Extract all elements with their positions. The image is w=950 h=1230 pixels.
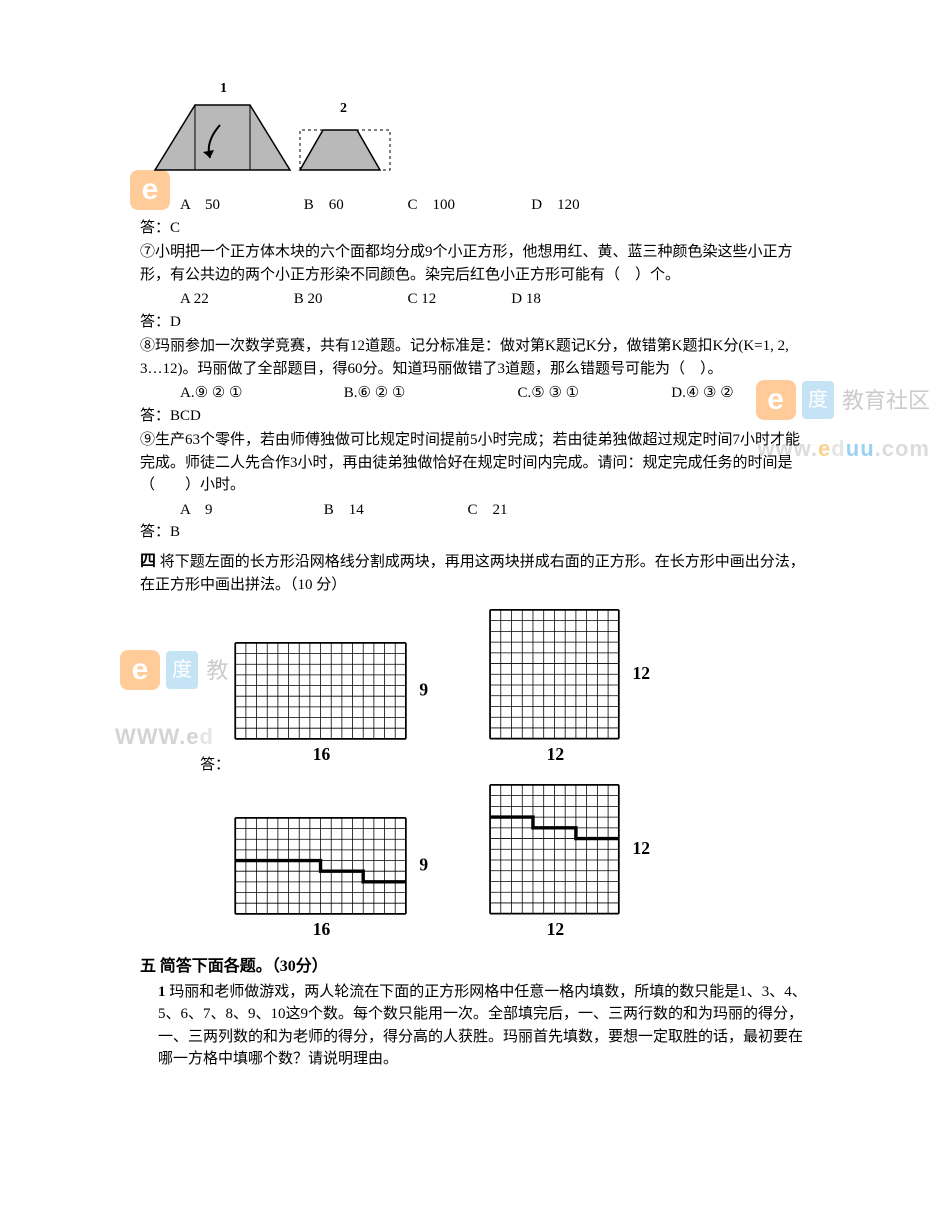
trapezoid-diagram: 1 2 [140,80,420,190]
sec4-row2: 9 16 12 12 [230,781,810,941]
sec5-q1: 1 玛丽和老师做游戏，两人轮流在下面的正方形网格中任意一格内填数，所填的数只能是… [140,981,810,1071]
q9-options: A 9 B 14 C 21 [140,499,810,522]
svg-text:12: 12 [632,663,650,683]
q7-num: ⑦ [140,244,155,260]
sec4-text: 将下题左面的长方形沿网格线分割成两块，再用这两块拼成右面的正方形。在长方形中画出… [140,554,805,593]
q6-opt-a: A 50 [180,194,300,217]
q9-answer: 答：B [140,521,810,544]
q7-opt-d: D 18 [511,288,611,311]
svg-text:12: 12 [547,744,565,764]
q6-opt-d: D 120 [531,194,631,217]
q7: ⑦小明把一个正方体木块的六个面都均分成9个小正方形，他想用红、黄、蓝三种颜色染这… [140,241,810,286]
q9-opt-a: A 9 [180,499,320,522]
svg-text:1: 1 [220,81,227,96]
sec5-q1-text: 玛丽和老师做游戏，两人轮流在下面的正方形网格中任意一格内填数，所填的数只能是1、… [158,984,807,1068]
q6-answer: 答：C [140,217,810,240]
svg-text:16: 16 [313,744,331,764]
sec4-row1: 9 16 12 12 [230,606,810,766]
sec4-grid1: 9 16 [230,639,446,766]
q7-opt-c: C 12 [408,288,508,311]
q6-figure: 1 2 [140,80,810,190]
svg-text:9: 9 [419,680,428,700]
q8: ⑧玛丽参加一次数学竞赛，共有12道题。记分标准是：做对第K题记K分，做错第K题扣… [140,335,810,380]
svg-text:12: 12 [547,919,565,939]
svg-text:2: 2 [340,101,347,116]
q9-opt-b: B 14 [324,499,464,522]
q8-answer: 答：BCD [140,405,810,428]
sec5-header: 五 简答下面各题。（30分） [140,955,810,979]
q8-num: ⑧ [140,338,155,354]
q8-options: A.⑨ ② ① B.⑥ ② ① C.⑤ ③ ① D.④ ③ ② [140,382,810,405]
sec4-num: 四 [140,553,156,570]
q7-opt-b: B 20 [294,288,404,311]
q7-options: A 22 B 20 C 12 D 18 [140,288,810,311]
q8-opt-b: B.⑥ ② ① [344,382,514,405]
q9-text: 生产63个零件，若由师傅独做可比规定时间提前5小时完成；若由徒弟独做超过规定时间… [140,432,800,493]
q8-opt-a: A.⑨ ② ① [180,382,340,405]
sec4-grid2: 12 12 [486,606,658,766]
q8-opt-c: C.⑤ ③ ① [518,382,668,405]
q6-options: A 50 B 60 C 100 D 120 [140,194,810,217]
q8-opt-d: D.④ ③ ② [671,382,791,405]
svg-text:9: 9 [419,854,428,874]
svg-text:16: 16 [313,919,331,939]
svg-text:12: 12 [632,838,650,858]
q7-text: 小明把一个正方体木块的六个面都均分成9个小正方形，他想用红、黄、蓝三种颜色染这些… [140,244,793,283]
q6-opt-c: C 100 [408,194,528,217]
q7-answer: 答：D [140,311,810,334]
q8-text: 玛丽参加一次数学竞赛，共有12道题。记分标准是：做对第K题记K分，做错第K题扣K… [140,338,789,377]
q9: ⑨生产63个零件，若由师傅独做可比规定时间提前5小时完成；若由徒弟独做超过规定时… [140,429,810,497]
sec5-title: 简答下面各题。（30分） [160,958,328,975]
q9-opt-c: C 21 [468,499,588,522]
q6-opt-b: B 60 [304,194,404,217]
q9-num: ⑨ [140,432,155,448]
sec5-q1-num: 1 [158,984,166,1000]
sec4: 四 将下题左面的长方形沿网格线分割成两块，再用这两块拼成右面的正方形。在长方形中… [140,550,810,597]
sec4-grid4: 12 12 [486,781,658,941]
sec4-grid3: 9 16 [230,814,446,941]
sec5-num: 五 [140,958,156,975]
q7-opt-a: A 22 [180,288,290,311]
